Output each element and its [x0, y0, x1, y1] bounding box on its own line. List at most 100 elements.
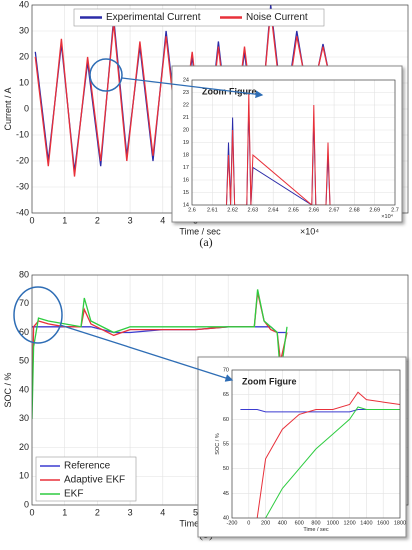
y-tick-label: 40: [223, 515, 229, 521]
series-line: [226, 92, 331, 205]
y-tick-label: 19: [183, 140, 189, 146]
y-tick-label: 0: [24, 103, 29, 113]
x-tick-label: 1: [62, 507, 67, 517]
series-group: [240, 391, 400, 518]
y-tick-label: 65: [223, 392, 229, 398]
zoom-arrow: [121, 77, 264, 99]
x-tick-label: 2.61: [207, 207, 218, 213]
x-tick-label: 2.7: [391, 207, 399, 213]
x-axis-label: Time / sec: [179, 226, 221, 236]
x-tick-label: 2.69: [369, 207, 380, 213]
annotations: [13, 58, 264, 382]
y-tick-label: 50: [19, 356, 29, 366]
y-tick-label: 70: [19, 298, 29, 308]
y-tick-label: 45: [223, 491, 229, 497]
series-line: [32, 289, 288, 419]
series-group: [32, 289, 288, 419]
y-tick-label: 15: [183, 190, 189, 196]
x-tick-label: 200: [261, 520, 270, 526]
y-tick-label: 40: [19, 384, 29, 394]
zoom-circle: [89, 58, 123, 92]
x-tick-label: 2.66: [308, 207, 319, 213]
x-tick-label: 2.67: [329, 207, 340, 213]
x-multiplier: ×10⁴: [381, 213, 393, 220]
caption: (a): [199, 235, 212, 249]
x-tick-label: 2: [95, 507, 100, 517]
x-tick-label: 3: [128, 215, 133, 225]
y-tick-label: 60: [223, 417, 229, 423]
y-tick-label: 0: [24, 499, 29, 509]
x-tick-label: 0: [29, 215, 34, 225]
x-tick-label: 2: [95, 215, 100, 225]
x-tick-label: 1600: [377, 520, 389, 526]
y-axis-label: SOC / %: [215, 433, 221, 455]
y-tick-label: -40: [16, 207, 29, 217]
y-tick-label: 10: [19, 77, 29, 87]
y-tick-label: 80: [19, 269, 29, 279]
chart: 14 15 16 17 18 19 20 21 22 23 24 2.6 2.61 2.62 2.63 2.6…: [171, 65, 403, 223]
x-tick-label: 2.62: [227, 207, 238, 213]
y-axis-label: Current / A: [3, 87, 13, 130]
x-tick-label: 4: [160, 215, 165, 225]
x-multiplier: ×10⁴: [300, 226, 319, 236]
x-tick-label: 400: [278, 520, 287, 526]
y-tick-label: 20: [19, 442, 29, 452]
x-tick-label: 0: [29, 507, 34, 517]
y-tick-label: 17: [183, 165, 189, 171]
x-tick-label: 2.65: [288, 207, 299, 213]
y-tick-label: 16: [183, 177, 189, 183]
x-tick-label: 2.64: [268, 207, 279, 213]
x-axis-label: Time / sec: [303, 527, 328, 533]
y-tick-label: 18: [183, 152, 189, 158]
y-tick-label: 60: [19, 327, 29, 337]
y-tick-label: 20: [19, 51, 29, 61]
x-tick-label: 2.68: [349, 207, 360, 213]
x-tick-label: 800: [311, 520, 320, 526]
y-tick-label: 70: [223, 367, 229, 373]
y-tick-label: -20: [16, 155, 29, 165]
y-tick-label: 23: [183, 90, 189, 96]
legend-label: Noise Current: [246, 12, 308, 23]
y-tick-label: 22: [183, 102, 189, 108]
x-tick-label: 3: [128, 507, 133, 517]
x-tick-label: 1: [62, 215, 67, 225]
legend-label: Reference: [64, 461, 111, 472]
legend-box: [73, 8, 325, 27]
y-axis-label: SOC / %: [3, 372, 13, 407]
x-tick-label: 1800: [394, 520, 406, 526]
y-tick-label: 55: [223, 441, 229, 447]
zoom-circle: [13, 286, 63, 344]
y-tick-label: 10: [19, 471, 29, 481]
y-tick-label: 30: [19, 25, 29, 35]
axes-frame: [231, 369, 401, 519]
axes-frame: [191, 79, 396, 206]
y-tick-label: -30: [16, 181, 29, 191]
series-line: [265, 406, 400, 518]
x-tick-label: 1400: [360, 520, 372, 526]
inset-title: Zoom Figure: [242, 376, 297, 386]
legend-label: Adaptive EKF: [64, 475, 125, 486]
y-tick-label: -10: [16, 129, 29, 139]
series-line: [32, 326, 287, 334]
y-tick-label: 50: [223, 466, 229, 472]
x-tick-label: 2.6: [188, 207, 196, 213]
x-tick-label: -200: [226, 520, 237, 526]
x-tick-label: 0: [247, 520, 250, 526]
y-tick-label: 20: [183, 127, 189, 133]
y-tick-label: 30: [19, 413, 29, 423]
legend-label: EKF: [64, 489, 83, 500]
y-tick-label: 21: [183, 115, 189, 121]
series-line: [32, 292, 288, 405]
series-line: [256, 391, 400, 518]
x-tick-label: 5: [193, 507, 198, 517]
x-tick-label: 1000: [327, 520, 339, 526]
x-tick-label: 600: [295, 520, 304, 526]
x-tick-label: 1200: [343, 520, 355, 526]
y-tick-label: 24: [183, 77, 189, 83]
zoom-arrow: [59, 324, 234, 382]
chart: 40 45 50 55 60 65 70 -200 0 200 400 600 800 1000 1200 1…: [197, 356, 407, 538]
legend-label: Experimental Current: [106, 12, 201, 23]
x-tick-label: 2.63: [248, 207, 259, 213]
y-tick-label: 40: [19, 0, 29, 9]
